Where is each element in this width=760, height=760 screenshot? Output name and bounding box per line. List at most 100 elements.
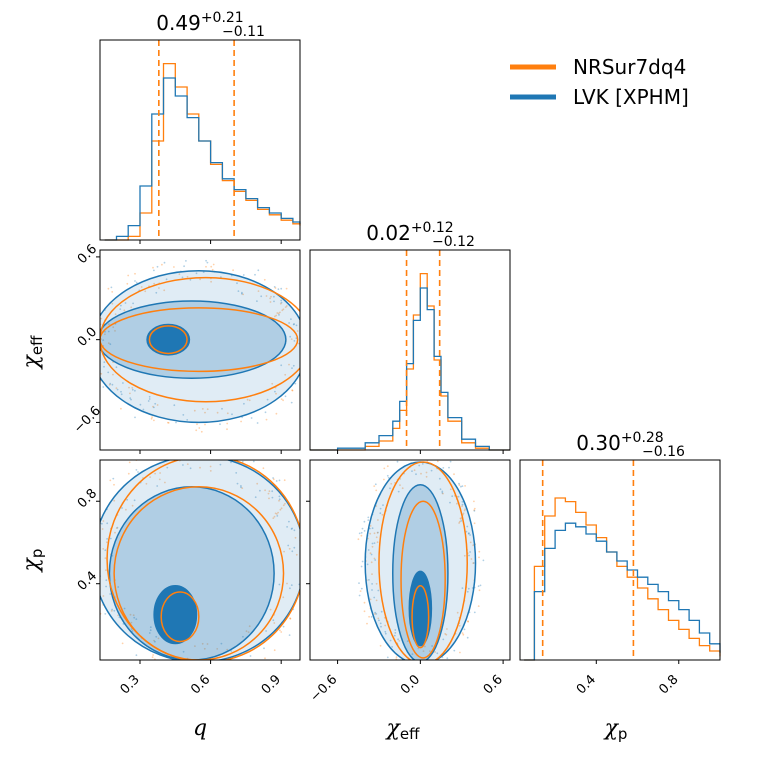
scatter-point-q_vs_chi_p	[226, 670, 228, 672]
scatter-point-q_vs_chi_p	[133, 499, 136, 502]
scatter-point-q_vs_chi_p	[105, 585, 107, 588]
scatter-point-q_vs_chi_eff	[88, 315, 90, 317]
scatter-point-chi_eff_vs_chi_p	[446, 657, 449, 660]
scatter-point-q_vs_chi_eff	[219, 423, 221, 426]
x-axis-label-q: q	[193, 716, 207, 741]
scatter-point-q_vs_chi_p	[113, 483, 115, 486]
histogram-chi_p-nrsur	[524, 497, 721, 661]
scatter-point-q_vs_chi_eff	[295, 324, 298, 327]
scatter-point-q_vs_chi_p	[226, 663, 228, 665]
scatter-point-q_vs_chi_eff	[167, 422, 170, 424]
scatter-point-q_vs_chi_eff	[264, 411, 267, 414]
scatter-point-q_vs_chi_eff	[178, 273, 181, 276]
x-axis-label-chi-eff-main: χ	[385, 716, 402, 741]
scatter-point-q_vs_chi_eff	[237, 290, 240, 292]
scatter-point-q_vs_chi_eff	[210, 280, 213, 283]
scatter-point-q_vs_chi_p	[135, 654, 138, 657]
scatter-point-q_vs_chi_p	[264, 657, 266, 660]
scatter-point-q_vs_chi_p	[230, 461, 232, 464]
scatter-point-chi_eff_vs_chi_p	[467, 587, 470, 590]
scatter-point-q_vs_chi_eff	[196, 423, 198, 426]
scatter-point-q_vs_chi_eff	[242, 293, 245, 296]
scatter-point-chi_eff_vs_chi_p	[393, 634, 396, 637]
y-tick-label-chi_eff: 0.6	[75, 242, 100, 267]
scatter-point-q_vs_chi_p	[105, 579, 108, 582]
scatter-point-q_vs_chi_p	[288, 634, 291, 636]
scatter-point-chi_eff_vs_chi_p	[424, 450, 426, 452]
scatter-point-q_vs_chi_p	[256, 482, 259, 485]
scatter-point-q_vs_chi_p	[301, 558, 303, 560]
scatter-point-q_vs_chi_p	[241, 460, 244, 463]
scatter-point-q_vs_chi_p	[295, 553, 298, 556]
scatter-point-q_vs_chi_p	[282, 596, 285, 599]
scatter-point-q_vs_chi_p	[273, 622, 276, 624]
scatter-point-chi_eff_vs_chi_p	[458, 520, 461, 523]
scatter-point-q_vs_chi_eff	[269, 297, 271, 300]
y-axis-label-chi-p-sub: p	[28, 549, 46, 559]
scatter-point-chi_eff_vs_chi_p	[359, 590, 362, 592]
scatter-point-chi_eff_vs_chi_p	[434, 651, 436, 653]
scatter-point-q_vs_chi_eff	[281, 309, 284, 312]
scatter-point-q_vs_chi_p	[102, 548, 105, 550]
scatter-point-q_vs_chi_p	[206, 643, 209, 645]
scatter-point-chi_eff_vs_chi_p	[379, 507, 382, 510]
scatter-point-chi_eff_vs_chi_p	[369, 525, 372, 527]
contour-nrsur-q_vs_chi_eff-level-0	[148, 325, 188, 355]
scatter-point-q_vs_chi_eff	[139, 403, 142, 406]
scatter-point-chi_eff_vs_chi_p	[478, 556, 480, 559]
scatter-point-chi_eff_vs_chi_p	[401, 453, 403, 455]
scatter-point-q_vs_chi_eff	[269, 301, 272, 303]
scatter-point-q_vs_chi_p	[263, 647, 265, 650]
scatter-point-chi_eff_vs_chi_p	[458, 522, 460, 524]
scatter-point-q_vs_chi_p	[203, 457, 205, 459]
scatter-point-q_vs_chi_eff	[303, 299, 305, 301]
scatter-point-q_vs_chi_eff	[296, 330, 299, 332]
scatter-point-q_vs_chi_p	[275, 480, 278, 482]
scatter-point-q_vs_chi_p	[126, 498, 128, 501]
scatter-point-chi_eff_vs_chi_p	[418, 464, 421, 467]
scatter-point-q_vs_chi_p	[276, 515, 279, 517]
scatter-point-q_vs_chi_eff	[271, 382, 274, 385]
scatter-point-q_vs_chi_eff	[186, 419, 189, 421]
scatter-point-q_vs_chi_eff	[173, 266, 175, 268]
scatter-point-q_vs_chi_eff	[226, 422, 229, 425]
scatter-point-chi_eff_vs_chi_p	[482, 559, 485, 562]
scatter-point-q_vs_chi_p	[91, 516, 93, 518]
scatter-point-q_vs_chi_eff	[302, 346, 304, 348]
scatter-point-q_vs_chi_p	[145, 482, 148, 485]
scatter-point-q_vs_chi_eff	[278, 314, 280, 316]
scatter-point-q_vs_chi_eff	[185, 260, 187, 262]
scatter-point-chi_eff_vs_chi_p	[384, 624, 387, 627]
scatter-point-chi_eff_vs_chi_p	[368, 615, 370, 618]
scatter-point-chi_eff_vs_chi_p	[375, 536, 378, 539]
scatter-point-q_vs_chi_p	[248, 625, 251, 628]
scatter-point-q_vs_chi_eff	[280, 299, 283, 302]
scatter-point-q_vs_chi_p	[93, 552, 95, 554]
scatter-point-q_vs_chi_p	[156, 485, 159, 487]
scatter-point-q_vs_chi_eff	[280, 301, 283, 304]
scatter-point-chi_eff_vs_chi_p	[374, 559, 377, 561]
scatter-point-q_vs_chi_p	[201, 642, 204, 645]
scatter-point-chi_eff_vs_chi_p	[457, 495, 460, 498]
scatter-point-q_vs_chi_eff	[148, 398, 151, 400]
scatter-point-q_vs_chi_eff	[312, 363, 314, 365]
scatter-point-q_vs_chi_eff	[322, 344, 324, 346]
scatter-point-q_vs_chi_eff	[140, 286, 143, 288]
x-axis-label-q-main: q	[193, 716, 207, 741]
scatter-point-chi_eff_vs_chi_p	[371, 583, 373, 585]
scatter-point-q_vs_chi_p	[154, 640, 156, 643]
scatter-point-q_vs_chi_eff	[232, 269, 235, 272]
scatter-point-q_vs_chi_eff	[79, 370, 81, 372]
x-axis-label-chi-eff: χeff	[385, 716, 421, 743]
scatter-point-q_vs_chi_p	[82, 528, 84, 530]
histogram-q-panel	[104, 40, 301, 241]
scatter-point-q_vs_chi_p	[166, 466, 169, 469]
scatter-point-q_vs_chi_eff	[182, 414, 185, 416]
scatter-point-chi_eff_vs_chi_p	[463, 554, 466, 557]
scatter-point-q_vs_chi_p	[204, 664, 206, 666]
scatter-point-q_vs_chi_eff	[212, 263, 215, 266]
scatter-point-chi_eff_vs_chi_p	[387, 476, 390, 479]
scatter-point-chi_eff_vs_chi_p	[458, 482, 460, 485]
scatter-point-q_vs_chi_p	[149, 629, 152, 632]
scatter-point-chi_eff_vs_chi_p	[406, 640, 409, 642]
